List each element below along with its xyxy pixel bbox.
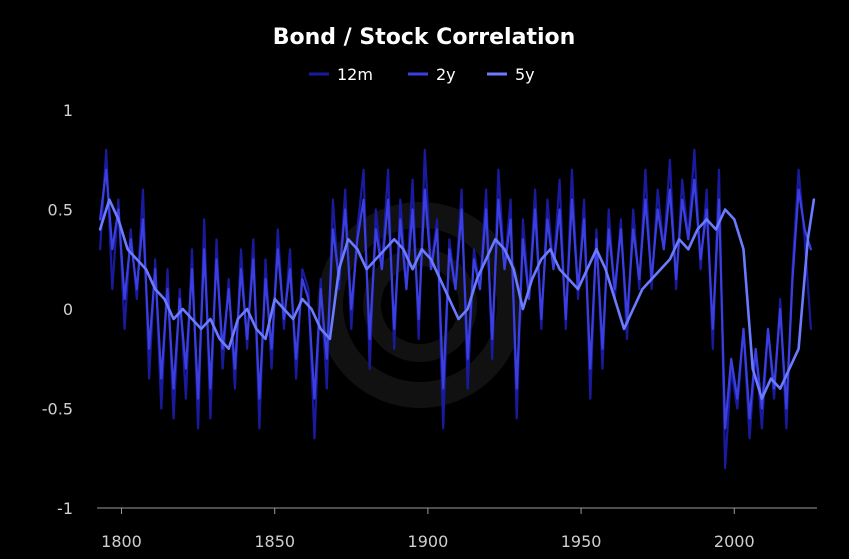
y-axis: 1 0.5 0 -0.5 -1 xyxy=(42,101,73,518)
y-tick-label: -0.5 xyxy=(42,400,73,419)
legend: 12m 2y 5y xyxy=(309,65,535,84)
x-tick-label: 2000 xyxy=(714,532,755,551)
x-tick-label: 1900 xyxy=(408,532,449,551)
y-tick-label: -1 xyxy=(57,499,73,518)
legend-label-5y[interactable]: 5y xyxy=(515,65,535,84)
chart-title: Bond / Stock Correlation xyxy=(273,25,576,50)
series-layer xyxy=(98,148,816,470)
x-tick-label: 1800 xyxy=(101,532,142,551)
legend-label-12m[interactable]: 12m xyxy=(337,65,373,84)
y-tick-label: 1 xyxy=(63,101,73,120)
y-tick-label: 0.5 xyxy=(48,201,73,220)
legend-label-2y[interactable]: 2y xyxy=(436,65,456,84)
series-line-2y xyxy=(98,168,813,430)
series-line-5y xyxy=(98,198,816,400)
y-tick-label: 0 xyxy=(63,300,73,319)
x-tick-label: 1850 xyxy=(254,532,295,551)
x-axis: 1800 1850 1900 1950 2000 xyxy=(101,508,755,551)
x-tick-label: 1950 xyxy=(561,532,602,551)
